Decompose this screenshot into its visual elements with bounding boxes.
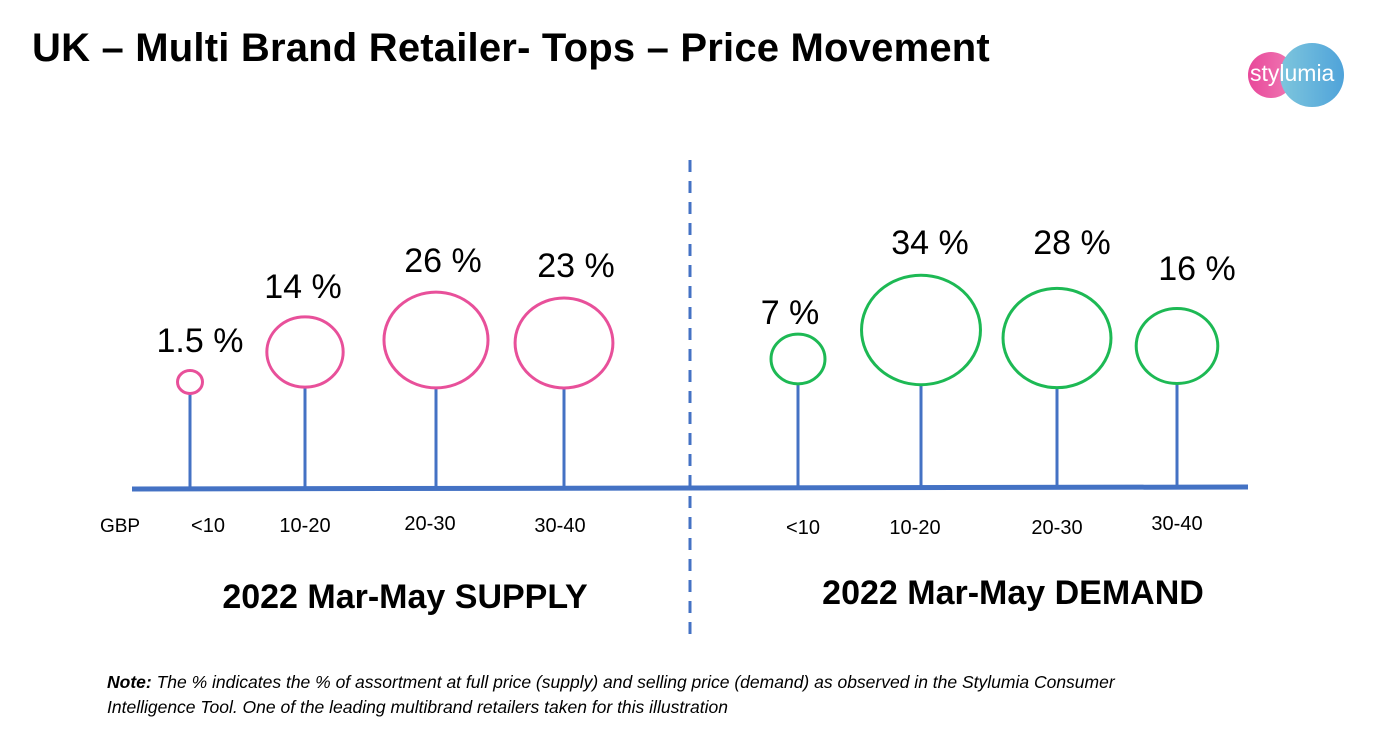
tick-label: <10 bbox=[191, 515, 225, 537]
logo-text: stylumia bbox=[1250, 60, 1335, 86]
bubble bbox=[265, 315, 345, 389]
value-label: 26 % bbox=[404, 242, 482, 280]
tick-label: 30-40 bbox=[534, 515, 585, 537]
footnote: Note: The % indicates the % of assortmen… bbox=[107, 670, 1207, 720]
value-label: 28 % bbox=[1033, 224, 1111, 262]
page-title: UK – Multi Brand Retailer- Tops – Price … bbox=[32, 26, 990, 70]
tick-label: 20-30 bbox=[404, 513, 455, 535]
bubble bbox=[382, 290, 490, 390]
value-label: 23 % bbox=[537, 247, 615, 285]
value-label: 1.5 % bbox=[157, 322, 244, 360]
bubble bbox=[1134, 306, 1220, 386]
x-axis bbox=[131, 484, 1249, 492]
tick-label: 10-20 bbox=[889, 517, 940, 539]
stylumia-logo: stylumia bbox=[1240, 40, 1350, 110]
bubble bbox=[1001, 286, 1113, 390]
value-label: 7 % bbox=[761, 294, 820, 332]
note-label: Note: bbox=[107, 672, 152, 692]
tick-label: 20-30 bbox=[1031, 517, 1082, 539]
value-label: 14 % bbox=[264, 268, 342, 306]
tick-label: <10 bbox=[786, 517, 820, 539]
bubble bbox=[513, 296, 615, 390]
tick-label: 30-40 bbox=[1151, 513, 1202, 535]
bubble bbox=[769, 332, 827, 386]
bubble bbox=[860, 273, 982, 387]
note-text: The % indicates the % of assortment at f… bbox=[107, 672, 1115, 717]
tick-label: 10-20 bbox=[279, 515, 330, 537]
supply-section-title: 2022 Mar-May SUPPLY bbox=[222, 578, 588, 616]
value-label: 34 % bbox=[891, 224, 969, 262]
value-label: 16 % bbox=[1158, 250, 1236, 288]
bubble bbox=[176, 369, 204, 395]
demand-section-title: 2022 Mar-May DEMAND bbox=[822, 574, 1204, 612]
currency-label: GBP bbox=[100, 516, 140, 537]
